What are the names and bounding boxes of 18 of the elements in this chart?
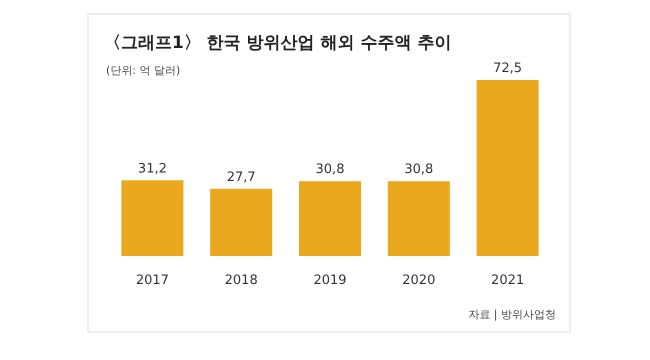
chart-title: 〈그래프1〉 한국 방위산업 해외 수주액 추이 xyxy=(104,33,452,53)
bar xyxy=(210,188,272,256)
x-tick-label: 2017 xyxy=(136,273,169,288)
text: 자료 | 방위사업청 xyxy=(468,308,556,321)
data-label: 30,8 xyxy=(404,162,434,178)
data-label: 31,2 xyxy=(138,161,167,176)
data-label: 30,8 xyxy=(316,162,344,178)
bar xyxy=(121,180,184,256)
x-tick-label: 2020 xyxy=(402,273,436,288)
bar xyxy=(388,181,450,256)
x-tick-label: 2019 xyxy=(313,273,347,288)
bar xyxy=(476,80,539,256)
x-tick-label: 2021 xyxy=(491,273,524,288)
chart-subtitle: (단위: 억 달러) xyxy=(106,64,180,77)
bar xyxy=(299,181,361,256)
data-label: 27,7 xyxy=(226,170,256,185)
data-label: 72,5 xyxy=(493,61,522,76)
x-tick-label: 2018 xyxy=(224,273,258,288)
